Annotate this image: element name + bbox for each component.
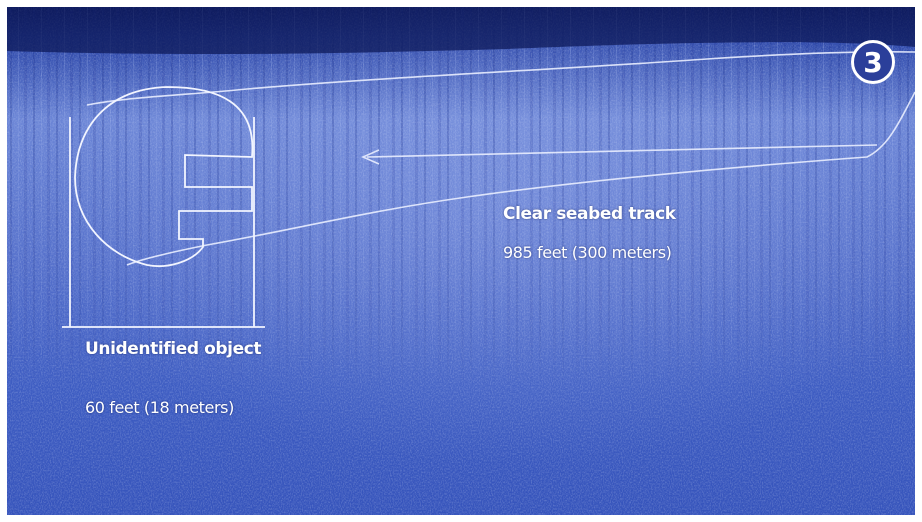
sonar-scan-image — [7, 7, 915, 515]
sonar-image-frame: Clear seabed track 985 feet (300 meters)… — [7, 7, 915, 515]
step-number-badge: 3 — [851, 40, 895, 84]
object-size-label: 60 feet (18 meters) — [85, 398, 234, 417]
track-label: Clear seabed track — [503, 204, 676, 224]
object-outline — [62, 86, 265, 328]
track-outline — [86, 51, 915, 266]
object-label: Unidentified object — [85, 339, 262, 359]
track-length-label: 985 feet (300 meters) — [503, 243, 672, 262]
